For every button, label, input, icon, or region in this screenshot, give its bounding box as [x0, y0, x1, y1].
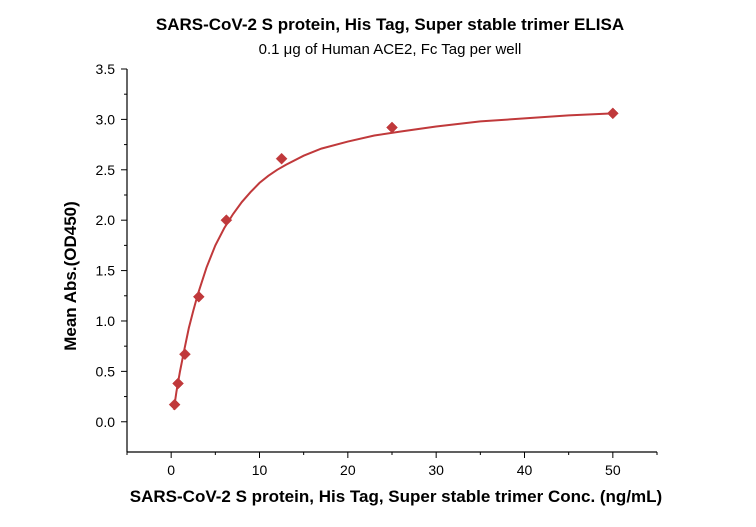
y-tick-label: 0.5 [96, 363, 116, 379]
chart-subtitle: 0.1 μg of Human ACE2, Fc Tag per well [259, 41, 522, 58]
x-axis-label: SARS-CoV-2 S protein, His Tag, Super sta… [130, 487, 662, 506]
y-tick-label: 0.0 [96, 414, 116, 430]
x-tick-label: 20 [340, 462, 356, 478]
data-point [386, 121, 398, 134]
data-point [192, 290, 205, 303]
fit-curve [172, 112, 613, 410]
fit-curve-group [172, 112, 613, 410]
data-point [606, 107, 619, 120]
data-points [168, 107, 619, 411]
x-tick-label: 50 [605, 462, 621, 478]
data-point [220, 214, 233, 227]
axes: 0.0 0.5 1.0 1.5 2.0 2.5 3.0 3.5 0 10 20 30 40 50 [96, 61, 658, 478]
chart-title: SARS-CoV-2 S protein, His Tag, Super sta… [156, 15, 624, 34]
data-point [172, 377, 184, 390]
y-tick-label: 1.0 [96, 313, 116, 329]
y-tick-label: 1.5 [96, 263, 116, 279]
y-tick-label: 2.5 [96, 162, 116, 178]
x-tick-label: 0 [167, 462, 175, 478]
x-tick-label: 10 [252, 462, 268, 478]
data-point [168, 398, 181, 411]
y-tick-label: 2.0 [96, 212, 116, 228]
x-tick-label: 40 [517, 462, 533, 478]
y-axis-label: Mean Abs.(OD450) [61, 201, 80, 351]
x-tick-label: 30 [428, 462, 444, 478]
y-tick-label: 3.0 [96, 111, 116, 127]
data-point [275, 152, 288, 165]
y-tick-label: 3.5 [96, 61, 116, 77]
data-point [179, 348, 191, 361]
